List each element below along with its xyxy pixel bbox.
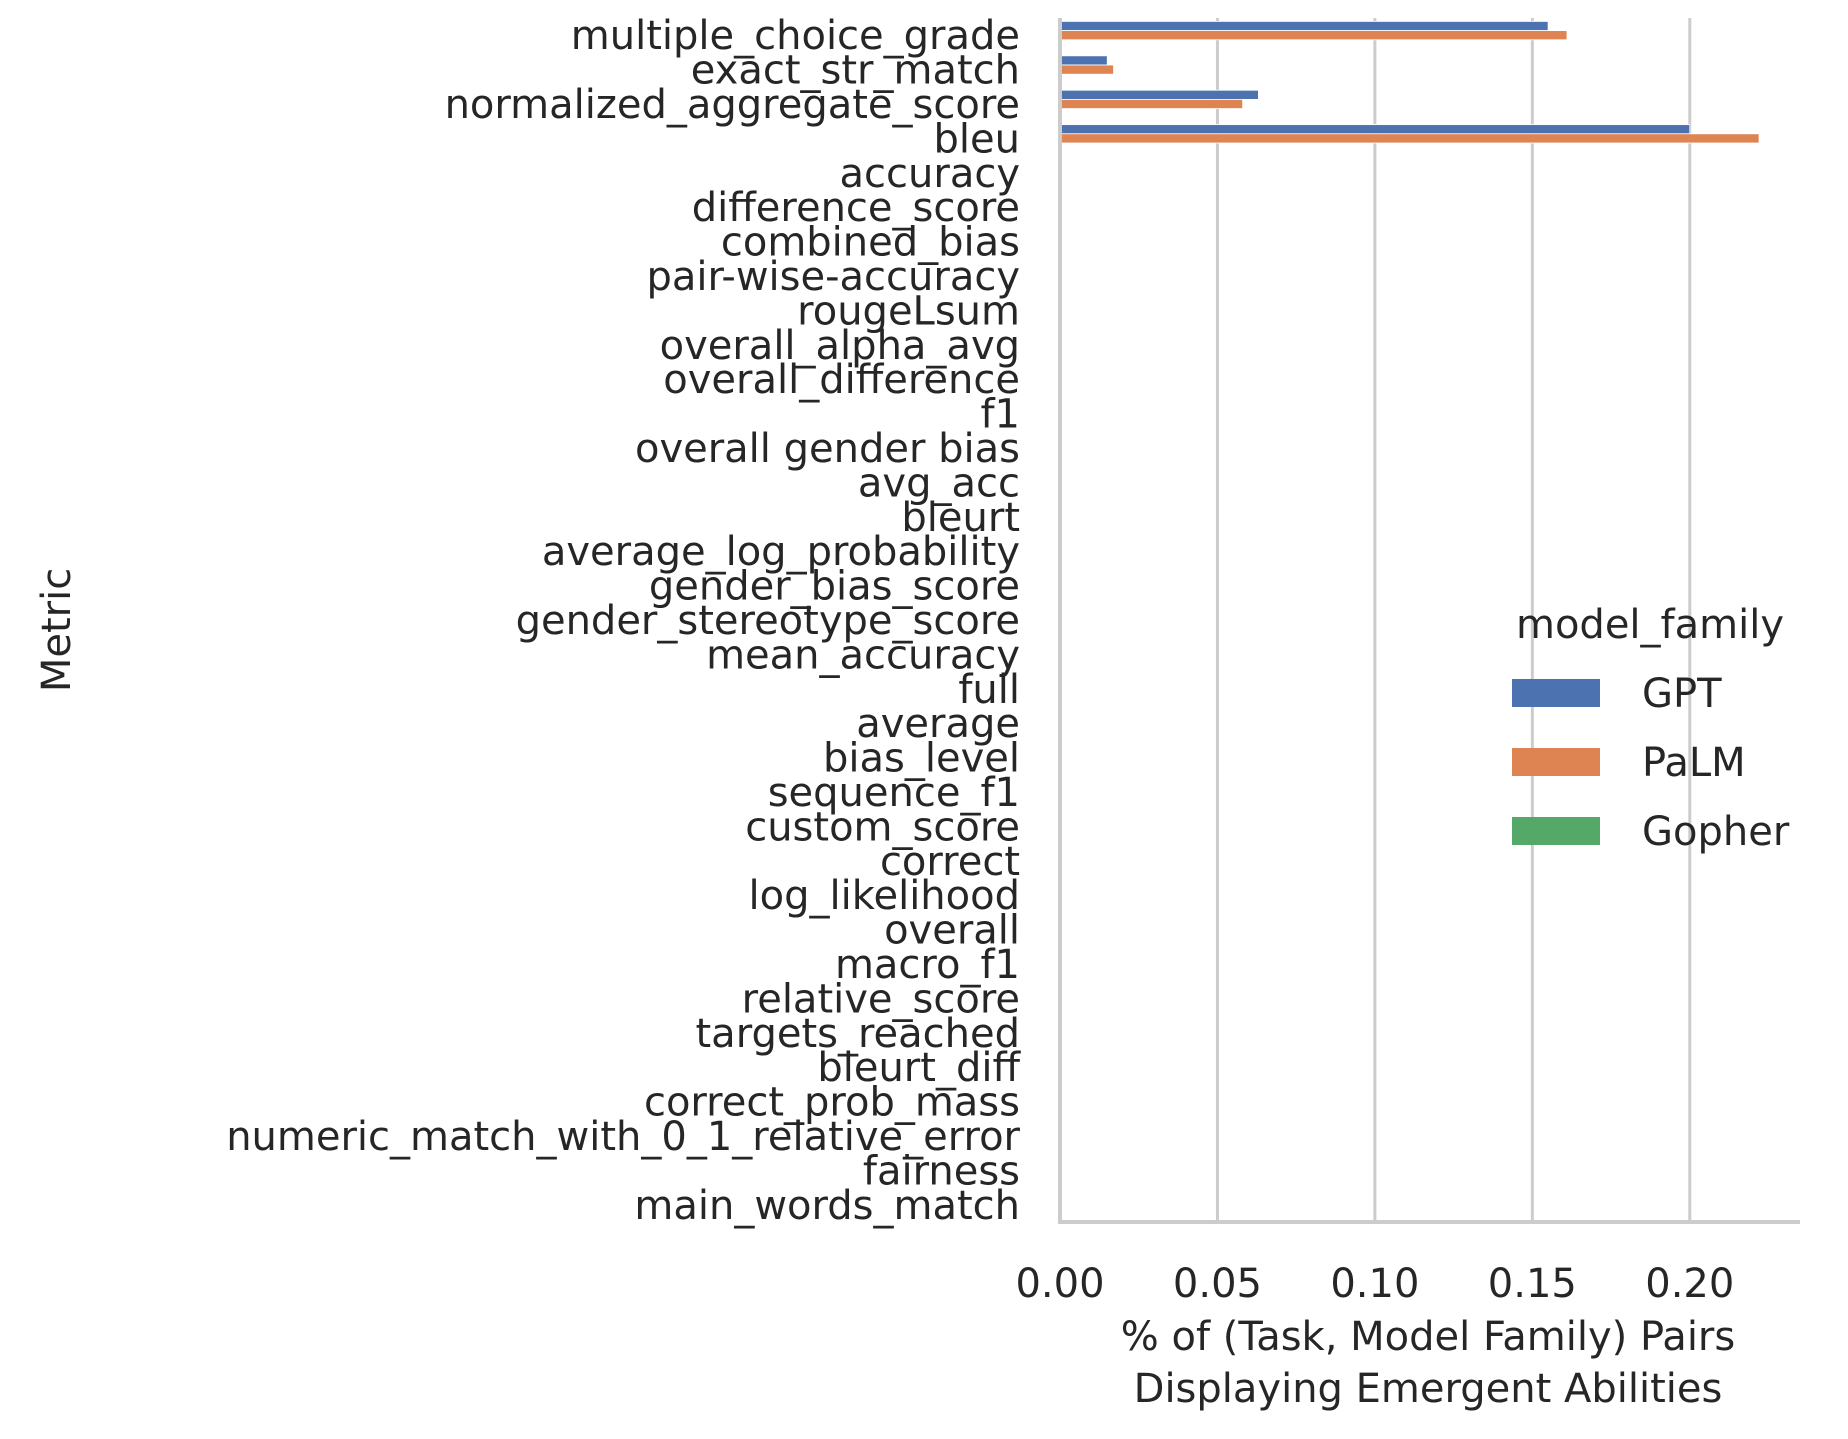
legend-items: GPT PaLM Gopher — [1512, 671, 1790, 855]
category-label: exact_str_match — [691, 48, 1020, 94]
category-label: difference_score — [692, 185, 1020, 231]
category-label: main_words_match — [634, 1183, 1020, 1229]
category-label: bleurt_diff — [817, 1045, 1021, 1091]
category-label: bias_level — [823, 736, 1020, 782]
category-label: avg_acc — [858, 460, 1020, 506]
legend-label-palm: PaLM — [1642, 740, 1746, 786]
category-label: f1 — [980, 392, 1020, 438]
category-label: rougeLsum — [797, 288, 1020, 334]
x-tick-label: 0.05 — [1173, 1261, 1262, 1307]
category-label: overall_difference — [663, 357, 1020, 403]
category-label: log_likelihood — [749, 873, 1020, 919]
bar-palm-exact_str_match — [1059, 64, 1114, 75]
bar-palm-normalized_aggregate_score — [1059, 99, 1244, 109]
axes — [1058, 18, 1800, 1224]
x-tick-label: 0.10 — [1330, 1261, 1419, 1307]
category-label: macro_f1 — [835, 942, 1020, 988]
category-label: overall gender bias — [635, 426, 1020, 472]
legend: model_family GPT PaLM Gopher — [1512, 602, 1790, 855]
gridlines — [1215, 18, 1692, 1222]
legend-label-gopher: Gopher — [1642, 809, 1790, 855]
category-label: normalized_aggregate_score — [445, 82, 1020, 128]
x-axis-label-line-2: Displaying Emergent Abilities — [1134, 1366, 1723, 1412]
category-label: correct_prob_mass — [644, 1080, 1020, 1126]
category-labels: multiple_choice_gradeexact_str_matchnorm… — [226, 13, 1021, 1229]
legend-swatch-palm — [1512, 748, 1600, 776]
x-tick-label: 0.15 — [1488, 1261, 1577, 1307]
category-label: multiple_choice_grade — [571, 13, 1020, 59]
bar-gpt-multiple_choice_grade — [1059, 21, 1549, 32]
category-label: gender_bias_score — [649, 564, 1020, 610]
x-tick-label: 0.00 — [1015, 1261, 1104, 1307]
category-label: average_log_probability — [542, 529, 1020, 575]
category-label: overall_alpha_avg — [660, 323, 1020, 369]
category-label: mean_accuracy — [706, 632, 1020, 678]
legend-swatch-gopher — [1512, 817, 1600, 845]
category-label: bleu — [934, 116, 1020, 162]
x-tick-label: 0.20 — [1645, 1261, 1734, 1307]
bar-palm-bleu — [1059, 133, 1760, 144]
y-axis-label: Metric — [34, 568, 80, 692]
category-label: custom_score — [745, 804, 1020, 850]
category-label: average — [856, 701, 1020, 747]
category-label: targets_reached — [696, 1011, 1021, 1057]
category-label: full — [958, 667, 1020, 713]
category-label: relative_score — [742, 976, 1020, 1022]
category-label: correct — [880, 839, 1020, 885]
category-label: accuracy — [840, 151, 1020, 197]
category-label: pair-wise-accuracy — [646, 254, 1020, 300]
category-label: sequence_f1 — [768, 770, 1020, 816]
category-label: overall — [884, 908, 1020, 954]
bar-gpt-exact_str_match — [1059, 55, 1108, 66]
category-label: numeric_match_with_0_1_relative_error — [226, 1114, 1020, 1160]
legend-label-gpt: GPT — [1642, 671, 1722, 717]
bar-gpt-bleu — [1059, 124, 1691, 135]
legend-title: model_family — [1516, 602, 1784, 648]
category-label: combined_bias — [721, 220, 1020, 266]
bars — [1059, 21, 1760, 144]
bar-gpt-normalized_aggregate_score — [1059, 89, 1259, 100]
legend-swatch-gpt — [1512, 679, 1600, 707]
x-axis-label-line-1: % of (Task, Model Family) Pairs — [1121, 1314, 1735, 1360]
x-tick-labels: 0.00 0.05 0.10 0.15 0.20 — [1015, 1261, 1734, 1307]
category-label: bleurt — [901, 495, 1020, 541]
category-label: gender_stereotype_score — [516, 598, 1020, 644]
category-label: fairness — [863, 1148, 1020, 1194]
bar-palm-multiple_choice_grade — [1059, 30, 1568, 41]
